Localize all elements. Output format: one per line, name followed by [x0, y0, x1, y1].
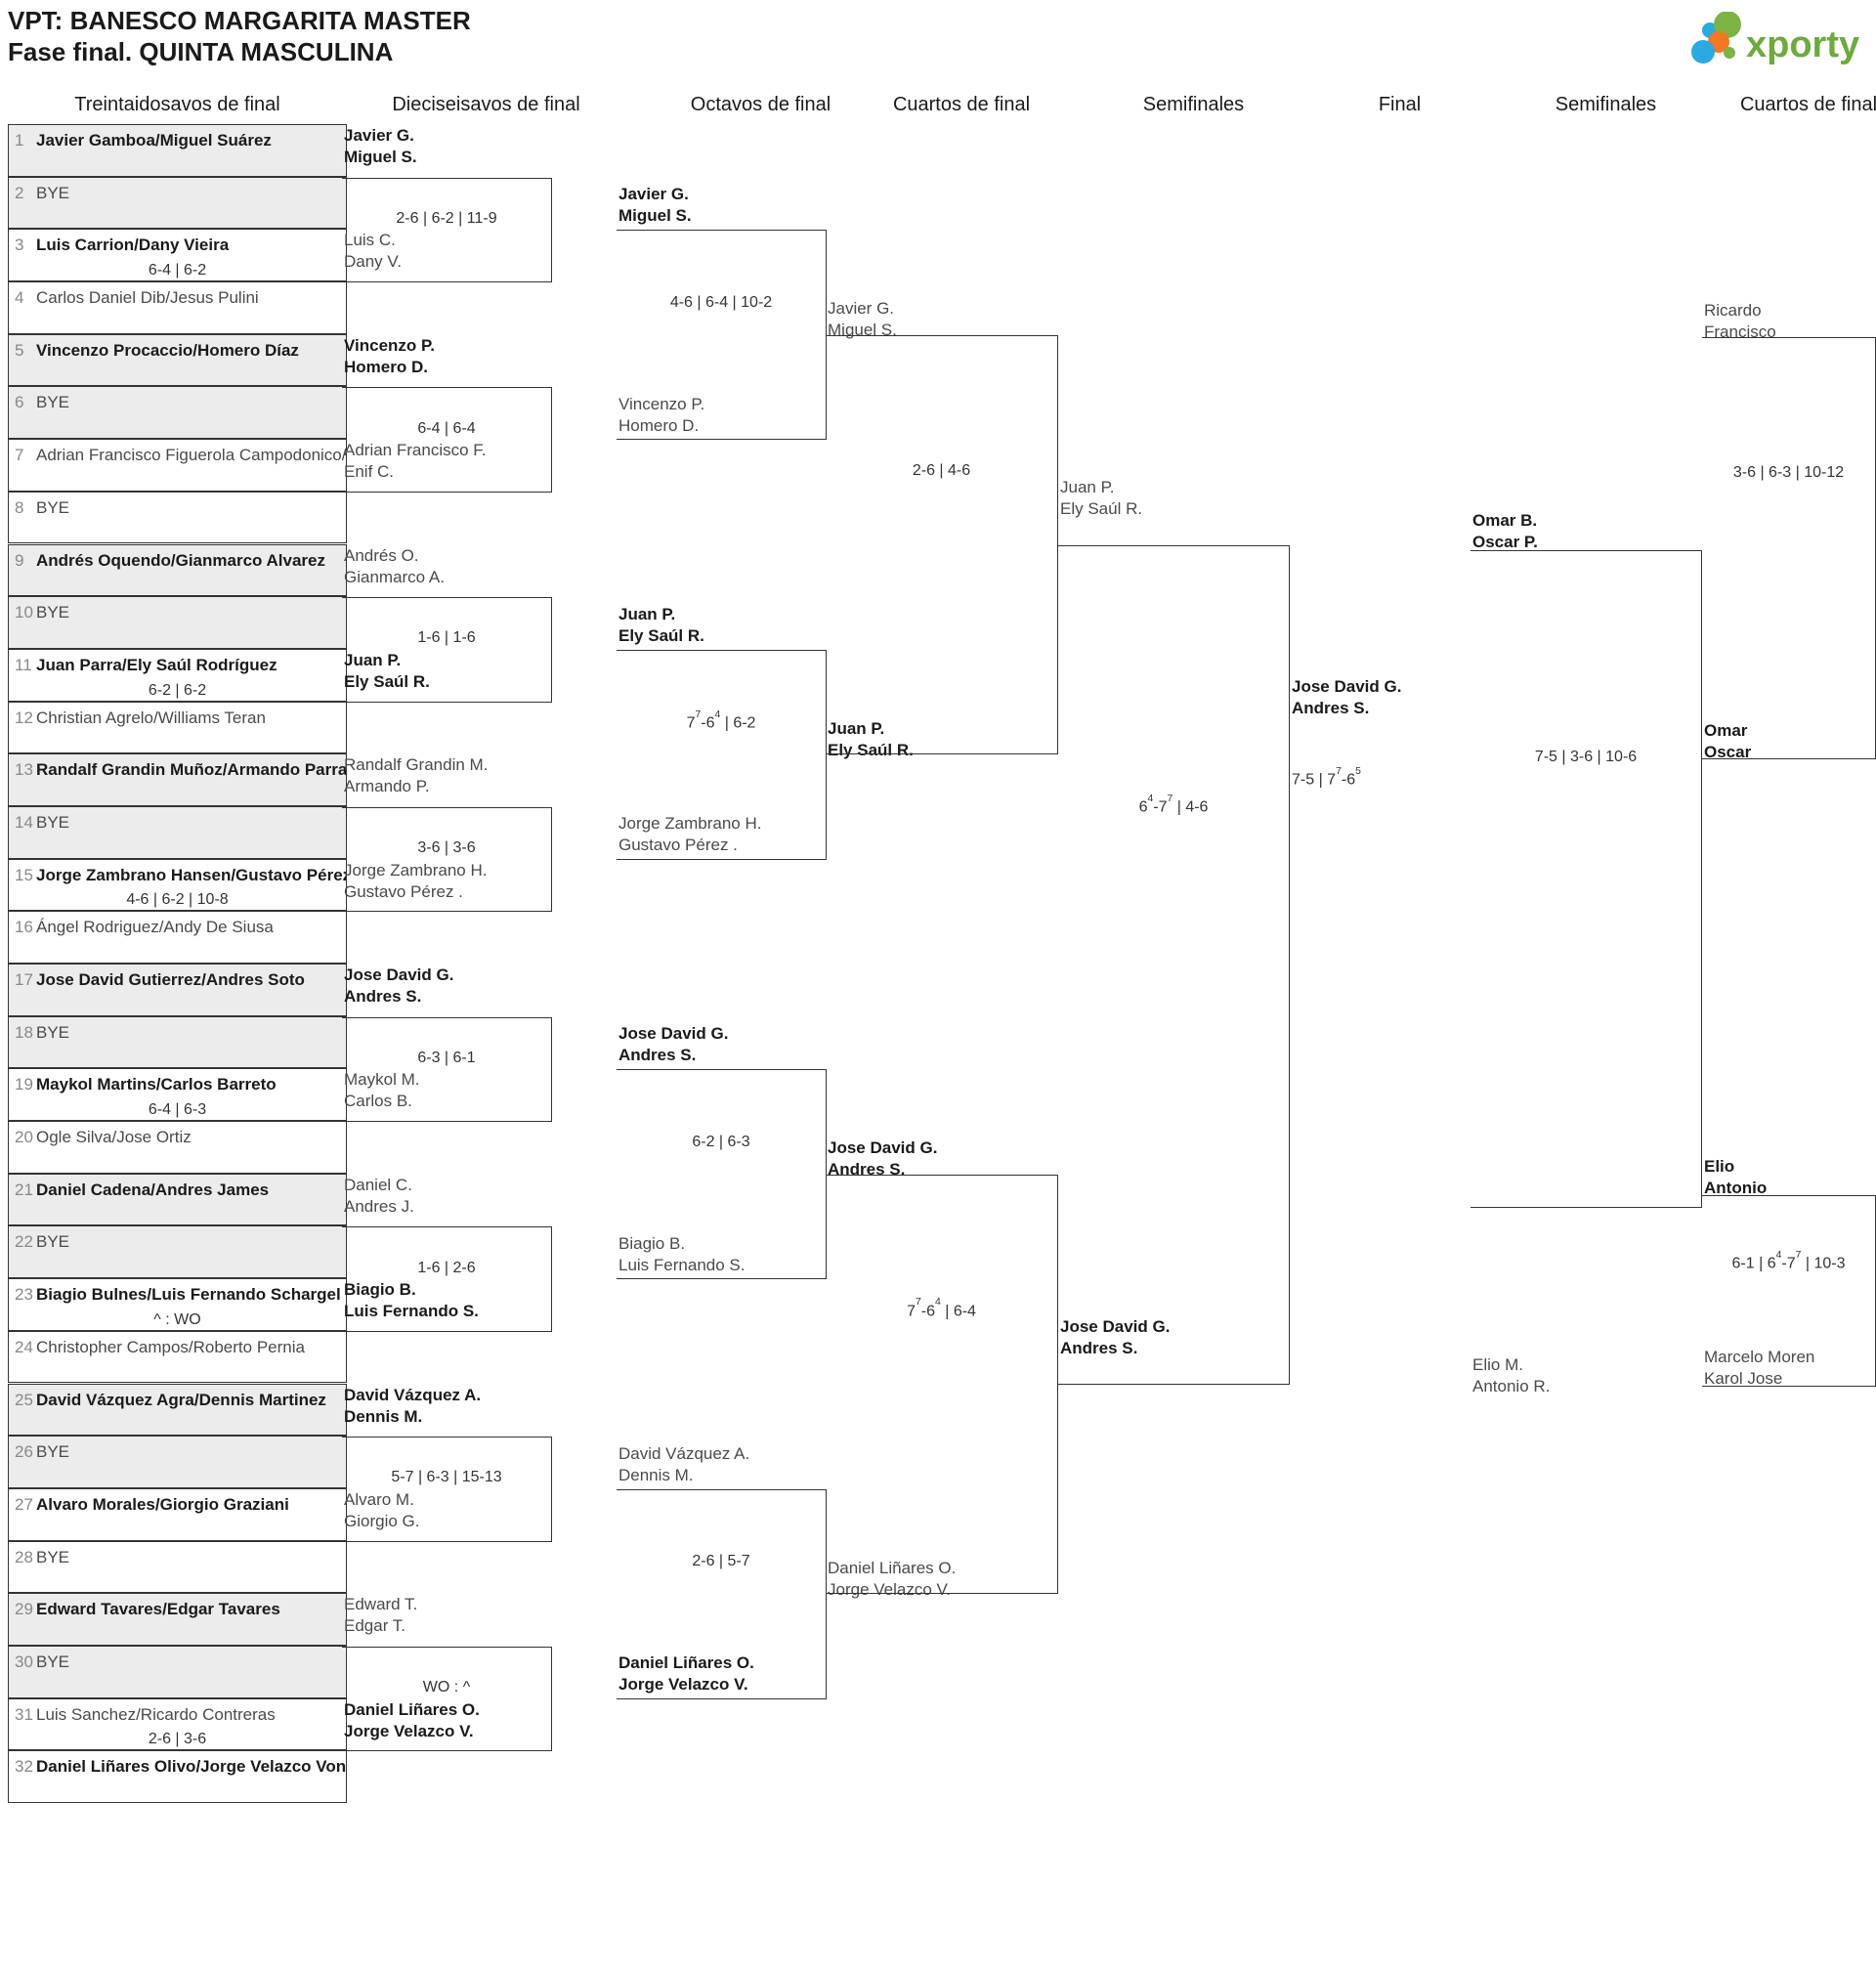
- svg-text:xporty: xporty: [1746, 24, 1859, 65]
